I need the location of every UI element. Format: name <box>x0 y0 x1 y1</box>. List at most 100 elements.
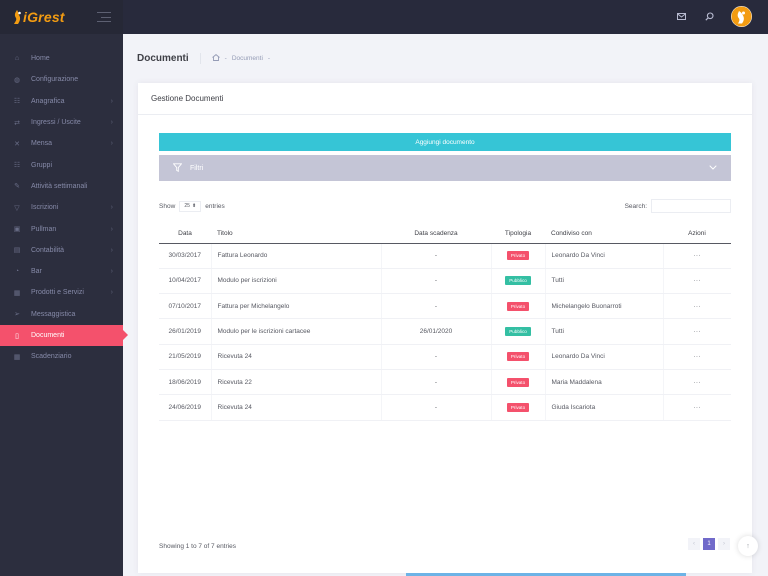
page-button[interactable]: 1 <box>703 538 715 550</box>
sidebar-item-iscrizioni[interactable]: ▽ Iscrizioni › <box>0 197 123 218</box>
users-icon: ☷ <box>13 98 21 106</box>
table-body: 30/03/2017 Fattura Leonardo - Privato Leonar… <box>159 243 731 421</box>
chevron-right-icon: › <box>110 268 113 276</box>
bus-icon: ▣ <box>13 226 21 234</box>
shared-with-cell: Tutti <box>544 268 663 295</box>
sidebar-item-contabilit[interactable]: ▤ Contabilità › <box>0 240 123 261</box>
add-document-button[interactable]: Aggiungi documento <box>159 133 731 151</box>
table-row[interactable]: 10/04/2017 Modulo per iscrizioni - Pubblico… <box>159 268 731 295</box>
shared-with-cell: Maria Maddalena <box>544 369 663 396</box>
sidebar-item-label: Documenti <box>31 332 65 339</box>
table-info: Showing 1 to 7 of 7 entries <box>159 543 236 550</box>
breadcrumb-link[interactable]: Documenti <box>231 54 263 62</box>
mail-icon[interactable] <box>675 11 687 23</box>
type-badge: Privato <box>506 402 530 412</box>
more-actions-icon[interactable]: ··· <box>693 353 702 361</box>
sidebar-item-bar[interactable]: ◔ Bar › <box>0 261 123 282</box>
table-row[interactable]: 18/06/2019 Ricevuta 22- Privato Maria Madda… <box>159 369 731 396</box>
sidebar-item-mensa[interactable]: ✕ Mensa › <box>0 133 123 154</box>
user-avatar[interactable] <box>731 6 752 27</box>
type-cell: Pubblico <box>490 268 545 295</box>
sidebar-item-ingressi-uscite[interactable]: ⇄ Ingressi / Uscite › <box>0 112 123 133</box>
more-actions-icon[interactable]: ··· <box>693 277 702 285</box>
scroll-top-button[interactable]: ↑ <box>738 536 758 556</box>
column-header[interactable]: Condiviso con <box>545 224 663 244</box>
sidebar-item-anagrafica[interactable]: ☷ Anagrafica › <box>0 91 123 112</box>
page-size-select[interactable]: 25 ⬍ <box>179 200 202 212</box>
search-input[interactable] <box>651 199 731 213</box>
sidebar-item-messaggistica[interactable]: ➢ Messaggistica <box>0 304 123 325</box>
chevron-right-icon: › <box>110 225 113 233</box>
more-actions-icon[interactable]: ··· <box>693 378 702 386</box>
chevron-right-icon: › <box>110 289 113 297</box>
type-badge: Privato <box>506 251 530 261</box>
sidebar-item-gruppi[interactable]: ☷ Gruppi <box>0 154 123 175</box>
due-date-cell: - <box>380 268 491 295</box>
actions-cell: ··· <box>662 243 731 269</box>
column-header[interactable]: Data <box>159 224 211 244</box>
portlet-title: Gestione Documenti <box>138 83 752 115</box>
page-size-value: 25 <box>184 203 190 209</box>
breadcrumb: - Documenti - <box>201 53 270 63</box>
table-header-row: Data Titolo Data scadenza Tipologia Condivis… <box>159 224 731 244</box>
sidebar-item-label: Home <box>31 55 50 63</box>
table-row[interactable]: 07/10/2017 Fattura per Michelangelo - Priva… <box>159 293 731 320</box>
column-header[interactable]: Titolo <box>211 224 381 244</box>
table-row[interactable]: 24/06/2019 Ricevuta 24- Privato Giuda Iscar… <box>159 394 731 421</box>
sidebar-item-pullman[interactable]: ▣ Pullman › <box>0 218 123 239</box>
home-icon: ⌂ <box>14 55 20 63</box>
page-title: Documenti <box>137 52 201 64</box>
column-header[interactable]: Data scadenza <box>381 224 491 244</box>
show-label: Show <box>159 202 176 210</box>
app-logo[interactable]: iGrest <box>12 9 65 25</box>
calendar-icon: ▦ <box>13 353 21 361</box>
search-label: Search: <box>624 202 647 210</box>
sidebar-item-label: Bar <box>31 268 42 276</box>
sidebar-item-attivit-settimanali[interactable]: ✎ Attività settimanali <box>0 176 123 197</box>
table-row[interactable]: 26/01/2019 Modulo per le iscrizioni carta… <box>159 318 731 345</box>
more-actions-icon[interactable]: ··· <box>693 328 702 336</box>
filters-label: Filtri <box>190 164 204 172</box>
column-header[interactable]: Tipologia <box>491 224 545 244</box>
next-page-button[interactable]: › <box>718 538 730 550</box>
sidebar-item-scadenziario[interactable]: ▦ Scadenziario <box>0 346 123 367</box>
sidebar-item-documenti[interactable]: ▯ Documenti <box>0 324 128 347</box>
due-date-cell: - <box>380 293 491 320</box>
entries-label: entries <box>205 202 225 210</box>
sidebar-item-label: Mensa <box>31 140 53 148</box>
logo-text: iGrest <box>23 9 65 25</box>
chevron-right-icon: › <box>110 246 113 254</box>
type-cell: Privato <box>490 293 545 320</box>
home-icon[interactable] <box>211 53 220 63</box>
filters-toggle[interactable]: Filtri <box>159 155 731 181</box>
more-actions-icon[interactable]: ··· <box>693 302 702 310</box>
title-cell: Fattura per Michelangelo <box>210 293 381 320</box>
chevron-right-icon: › <box>110 140 113 148</box>
sidebar-item-label: Ingressi / Uscite <box>31 119 81 127</box>
due-date-cell: - <box>380 369 491 396</box>
menu-toggle-icon[interactable] <box>97 12 111 22</box>
sidebar-item-home[interactable]: ⌂ Home <box>0 48 123 69</box>
sidebar-item-label: Configurazione <box>31 76 79 84</box>
sidebar-item-prodotti-e-servizi[interactable]: ▦ Prodotti e Servizi › <box>0 282 123 303</box>
more-actions-icon[interactable]: ··· <box>693 403 702 411</box>
type-badge: Privato <box>506 301 530 311</box>
subheader: Documenti - Documenti - <box>137 48 270 68</box>
actions-cell: ··· <box>662 318 731 345</box>
logo-icon <box>12 9 22 25</box>
bottom-scroll-strip <box>406 573 686 576</box>
more-actions-icon[interactable]: ··· <box>693 252 702 260</box>
table-row[interactable]: 21/05/2019 Ricevuta 24- Privato Leonardo Da… <box>159 344 731 370</box>
search-icon[interactable] <box>703 11 715 23</box>
type-cell: Privato <box>490 369 545 396</box>
shared-with-cell: Tutti <box>544 318 663 345</box>
date-cell: 18/06/2019 <box>159 369 211 396</box>
column-header[interactable]: Azioni <box>663 224 731 244</box>
prev-page-button[interactable]: ‹ <box>688 538 700 550</box>
due-date-cell: - <box>380 344 491 370</box>
pagination: ‹ 1 › <box>688 538 730 550</box>
sidebar-item-configurazione[interactable]: ◍ Configurazione <box>0 69 123 90</box>
table-row[interactable]: 30/03/2017 Fattura Leonardo - Privato Leonar… <box>159 243 731 269</box>
select-arrows-icon: ⬍ <box>191 203 197 209</box>
actions-cell: ··· <box>662 344 731 370</box>
